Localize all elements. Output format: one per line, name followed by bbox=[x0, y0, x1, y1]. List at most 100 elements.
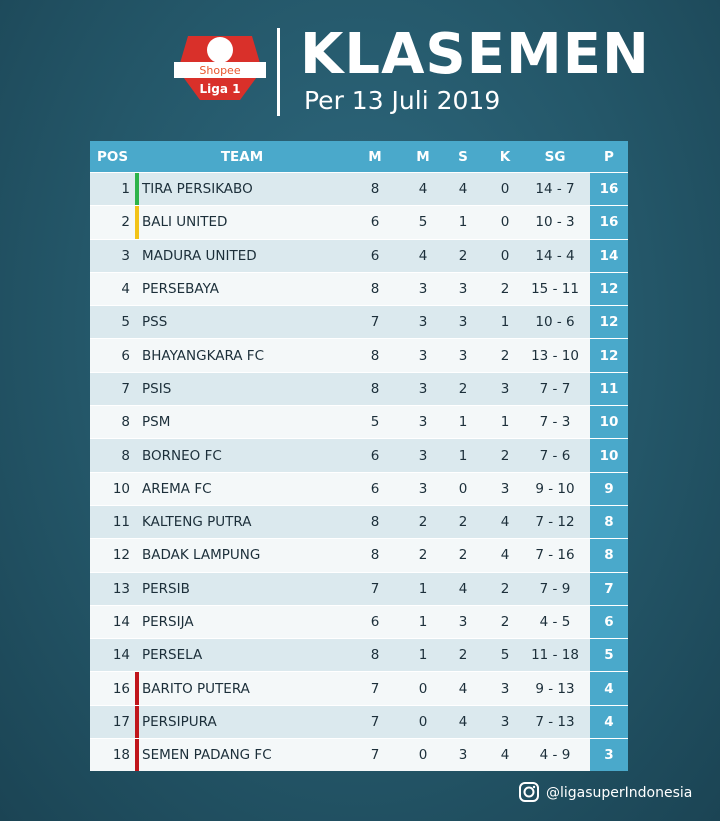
table-row: 7 PSIS 8 3 2 3 7 - 7 11 bbox=[90, 371, 628, 406]
column-header: M bbox=[368, 148, 382, 165]
stat-cell: 7 bbox=[370, 314, 380, 331]
stat-cell: 2 bbox=[458, 514, 468, 531]
table-row: 3 MADURA UNITED 6 4 2 0 14 - 4 14 bbox=[90, 238, 628, 272]
stat-cell: 4 bbox=[418, 247, 428, 264]
stat-cell: 8 bbox=[121, 447, 130, 464]
stat-cell: 3 bbox=[418, 447, 428, 464]
stat-cell: 7 - 16 bbox=[535, 547, 575, 564]
stat-cell: 7 - 3 bbox=[539, 414, 571, 431]
table-row: 4 PERSEBAYA 8 3 3 2 15 - 11 12 bbox=[90, 271, 628, 306]
stat-cell: 7 bbox=[370, 713, 380, 730]
stat-cell: 4 bbox=[500, 547, 510, 564]
stat-cell: 5 bbox=[500, 647, 510, 664]
stat-cell: 7 - 13 bbox=[535, 713, 575, 730]
stat-cell: 3 bbox=[458, 347, 468, 364]
stat-cell: 7 - 6 bbox=[539, 447, 571, 464]
team-cell: MADURA UNITED bbox=[142, 247, 257, 264]
stat-cell: 1 bbox=[500, 314, 510, 331]
stat-cell: 2 bbox=[121, 214, 130, 231]
stat-cell: 9 - 13 bbox=[535, 680, 575, 697]
title: KLASEMEN bbox=[300, 22, 650, 87]
points-cell: 4 bbox=[590, 672, 628, 705]
stat-cell: 14 - 7 bbox=[535, 181, 575, 198]
stat-cell: 5 bbox=[121, 314, 130, 331]
stat-cell: 3 bbox=[500, 480, 510, 497]
stat-cell: 3 bbox=[418, 414, 428, 431]
team-cell: PERSIB bbox=[142, 580, 190, 597]
stat-cell: 1 bbox=[418, 614, 428, 630]
table-row: 12 BADAK LAMPUNG 8 2 2 4 7 - 16 8 bbox=[90, 538, 628, 572]
table-row: 14 PERSIJA 6 1 3 2 4 - 5 6 bbox=[90, 604, 628, 639]
stat-cell: 1 bbox=[458, 447, 468, 464]
stat-cell: 4 - 9 bbox=[539, 747, 571, 764]
stat-cell: 8 bbox=[121, 414, 130, 431]
stat-cell: 14 bbox=[112, 647, 130, 664]
stat-cell: 15 - 11 bbox=[531, 281, 579, 298]
stat-cell: 6 bbox=[370, 214, 380, 231]
stat-cell: 4 bbox=[418, 181, 428, 198]
table-row: 5 PSS 7 3 3 1 10 - 6 12 bbox=[90, 305, 628, 339]
stat-cell: 8 bbox=[370, 514, 380, 531]
team-cell: BARITO PUTERA bbox=[142, 680, 250, 697]
zone-indicator bbox=[135, 739, 139, 772]
table-row: 10 AREMA FC 6 3 0 3 9 - 10 9 bbox=[90, 471, 628, 505]
table-row: 16 BARITO PUTERA 7 0 4 3 9 - 13 4 bbox=[90, 671, 628, 705]
stat-cell: 11 - 18 bbox=[531, 647, 579, 664]
stat-cell: 8 bbox=[370, 181, 380, 198]
stat-cell: 4 bbox=[500, 514, 510, 531]
points-cell: 8 bbox=[590, 539, 628, 572]
stat-cell: 0 bbox=[458, 480, 468, 497]
stat-cell: 6 bbox=[370, 447, 380, 464]
stat-cell: 1 bbox=[458, 214, 468, 231]
points-cell: 8 bbox=[590, 505, 628, 539]
stat-cell: 1 bbox=[418, 580, 428, 597]
stat-cell: 2 bbox=[458, 547, 468, 564]
stat-cell: 4 bbox=[458, 680, 468, 697]
zone-indicator bbox=[135, 705, 139, 739]
stat-cell: 8 bbox=[370, 281, 380, 298]
stat-cell: 3 bbox=[458, 747, 468, 764]
stat-cell: 0 bbox=[500, 214, 510, 231]
logo-ball bbox=[207, 37, 233, 63]
column-header: K bbox=[499, 148, 511, 165]
stat-cell: 7 - 12 bbox=[535, 514, 575, 531]
team-cell: TIRA PERSIKABO bbox=[142, 181, 253, 198]
column-header: S bbox=[458, 148, 468, 165]
stat-cell: 5 bbox=[418, 214, 428, 231]
stat-cell: 0 bbox=[500, 247, 510, 264]
column-header: POS bbox=[96, 148, 129, 165]
team-cell: PSM bbox=[142, 414, 171, 431]
stat-cell: 2 bbox=[418, 514, 428, 531]
column-header: SG bbox=[544, 148, 566, 165]
stat-cell: 7 bbox=[121, 380, 130, 397]
table-row: 8 PSM 5 3 1 1 7 - 3 10 bbox=[90, 405, 628, 439]
logo-league: Liga 1 bbox=[200, 82, 241, 96]
zone-indicator bbox=[135, 672, 139, 705]
stat-cell: 12 bbox=[112, 547, 130, 564]
stat-cell: 7 - 9 bbox=[539, 580, 571, 597]
team-cell: BADAK LAMPUNG bbox=[142, 547, 261, 564]
points-cell: 3 bbox=[590, 739, 628, 772]
team-cell: BHAYANGKARA FC bbox=[142, 347, 264, 364]
table-row: 14 PERSELA 8 1 2 5 11 - 18 5 bbox=[90, 638, 628, 672]
column-header: M bbox=[416, 148, 430, 165]
stat-cell: 13 - 10 bbox=[531, 347, 579, 364]
points-cell: 14 bbox=[590, 239, 628, 272]
stat-cell: 1 bbox=[418, 647, 428, 664]
stat-cell: 3 bbox=[121, 247, 130, 264]
stat-cell: 3 bbox=[418, 480, 428, 497]
header-row: POS TEAM M M S K SG P bbox=[90, 141, 628, 172]
table-row: 6 BHAYANGKARA FC 8 3 3 2 13 - 10 12 bbox=[90, 338, 628, 372]
stat-cell: 3 bbox=[458, 281, 468, 298]
table-row: 2 BALI UNITED 6 5 1 0 10 - 3 16 bbox=[90, 205, 628, 239]
stat-cell: 11 bbox=[112, 514, 130, 531]
team-cell: PSIS bbox=[142, 380, 172, 397]
stat-cell: 10 - 3 bbox=[535, 214, 575, 231]
stat-cell: 18 bbox=[112, 747, 130, 764]
stat-cell: 2 bbox=[500, 614, 510, 630]
stat-cell: 16 bbox=[112, 680, 130, 697]
points-cell: 7 bbox=[590, 572, 628, 605]
stat-cell: 2 bbox=[458, 380, 468, 397]
points-cell: 12 bbox=[590, 339, 628, 372]
